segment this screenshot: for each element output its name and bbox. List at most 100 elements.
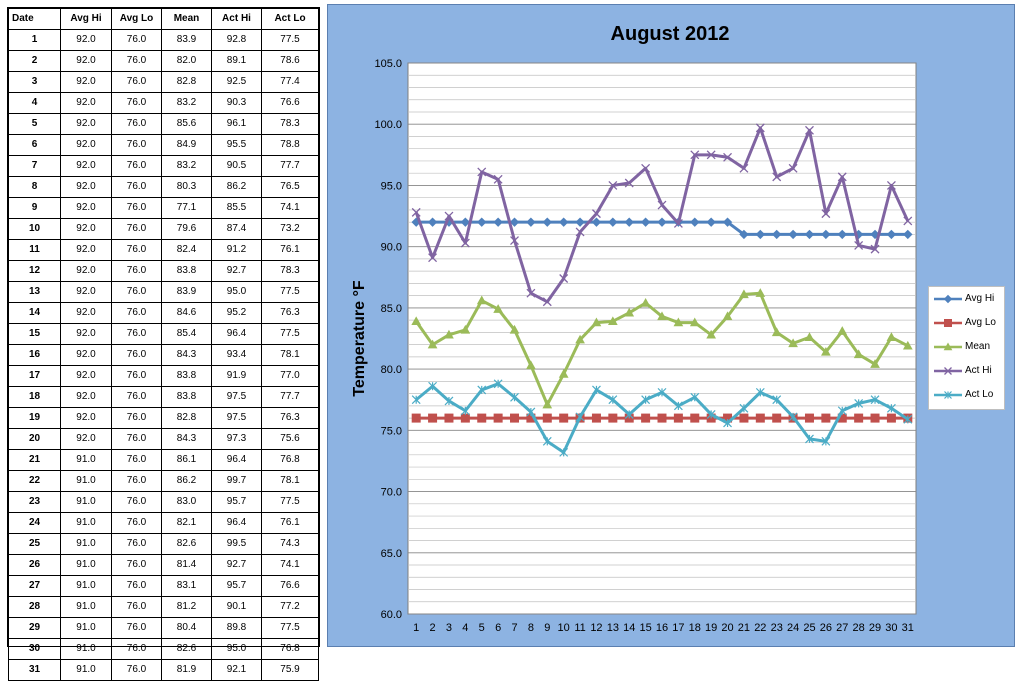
x-tick-label: 25 <box>803 622 815 634</box>
cell-act-lo: 75.9 <box>261 659 319 681</box>
table-row: 14 92.0 76.0 84.6 95.2 76.3 <box>8 302 319 324</box>
cell-date: 10 <box>8 218 61 240</box>
y-tick-label: 65.0 <box>381 548 402 560</box>
data-point-marker <box>542 399 553 409</box>
cell-act-hi: 92.7 <box>211 554 262 576</box>
series-act-lo <box>411 379 913 457</box>
y-tick-label: 95.0 <box>381 180 402 192</box>
x-tick-label: 16 <box>656 622 668 634</box>
y-tick-label: 105.0 <box>374 58 402 70</box>
x-tick-label: 26 <box>820 622 832 634</box>
data-point-marker <box>444 413 454 423</box>
data-point-marker <box>886 229 897 240</box>
cell-avg-lo: 76.0 <box>111 134 162 156</box>
cell-act-hi: 90.1 <box>211 596 262 618</box>
cell-act-lo: 77.5 <box>261 323 319 345</box>
data-point-marker <box>739 403 749 413</box>
cell-act-lo: 78.1 <box>261 344 319 366</box>
x-tick-label: 8 <box>528 622 534 634</box>
data-point-marker <box>690 150 700 160</box>
data-point-marker <box>689 317 700 327</box>
table-row: 6 92.0 76.0 84.9 95.5 78.8 <box>8 134 319 156</box>
table-row: 26 91.0 76.0 81.4 92.7 74.1 <box>8 554 319 576</box>
data-point-marker <box>837 229 847 240</box>
data-point-marker <box>788 229 798 240</box>
cell-act-lo: 78.8 <box>261 134 319 156</box>
x-tick-label: 27 <box>836 622 848 634</box>
x-tick-label: 28 <box>853 622 865 634</box>
data-point-marker <box>837 326 848 335</box>
data-point-marker <box>755 288 766 297</box>
y-tick-label: 90.0 <box>381 242 402 254</box>
cell-avg-lo: 76.0 <box>111 533 162 555</box>
legend-item: Act Hi <box>929 359 1004 383</box>
cell-date: 3 <box>8 71 61 93</box>
chart-title: August 2012 <box>611 23 730 45</box>
data-point-marker <box>943 342 953 351</box>
cell-avg-hi: 91.0 <box>60 659 112 681</box>
table-row: 10 92.0 76.0 79.6 87.4 73.2 <box>8 218 319 240</box>
x-tick-label: 15 <box>639 622 651 634</box>
cell-act-hi: 92.5 <box>211 71 262 93</box>
cell-avg-hi: 92.0 <box>60 113 112 135</box>
cell-act-lo: 77.5 <box>261 29 319 51</box>
data-point-marker <box>821 229 831 240</box>
table-row: 20 92.0 76.0 84.3 97.3 75.6 <box>8 428 319 450</box>
data-point-marker <box>608 180 618 190</box>
cell-mean: 83.9 <box>161 29 212 51</box>
cell-mean: 82.0 <box>161 50 212 72</box>
cell-mean: 83.9 <box>161 281 212 303</box>
cell-avg-hi: 92.0 <box>60 344 112 366</box>
data-point-marker <box>558 217 569 227</box>
cell-act-lo: 76.6 <box>261 92 319 114</box>
data-point-marker <box>821 209 831 219</box>
cell-act-hi: 93.4 <box>211 344 262 366</box>
cell-mean: 85.6 <box>161 113 212 135</box>
x-tick-label: 9 <box>544 622 550 634</box>
cell-mean: 79.6 <box>161 218 212 240</box>
data-point-marker <box>870 359 880 368</box>
column-header-act-hi: Act Hi <box>211 8 262 30</box>
cell-avg-lo: 76.0 <box>111 155 162 177</box>
legend-item: Avg Hi <box>929 287 1004 311</box>
data-point-marker <box>591 413 601 423</box>
cell-act-hi: 95.7 <box>211 575 262 597</box>
data-point-marker <box>460 406 470 416</box>
cell-date: 24 <box>8 512 61 534</box>
data-point-marker <box>739 163 749 173</box>
cell-avg-hi: 92.0 <box>60 365 112 387</box>
data-point-marker <box>673 317 684 327</box>
series-act-hi <box>411 123 913 307</box>
cell-act-hi: 86.2 <box>211 176 262 198</box>
y-tick-label: 85.0 <box>381 303 402 315</box>
data-point-marker <box>755 123 765 133</box>
legend-swatch <box>934 342 962 351</box>
cell-mean: 82.1 <box>161 512 212 534</box>
cell-avg-lo: 76.0 <box>111 659 162 681</box>
data-point-marker <box>690 392 700 402</box>
data-point-marker <box>723 152 733 162</box>
cell-avg-hi: 92.0 <box>60 71 112 93</box>
data-point-marker <box>673 401 683 411</box>
table-row: 4 92.0 76.0 83.2 90.3 76.6 <box>8 92 319 114</box>
cell-act-lo: 77.0 <box>261 365 319 387</box>
cell-mean: 86.1 <box>161 449 212 471</box>
legend-swatch <box>934 391 962 399</box>
cell-mean: 83.8 <box>161 365 212 387</box>
data-point-marker <box>559 274 569 283</box>
cell-act-lo: 75.6 <box>261 428 319 450</box>
data-point-marker <box>460 324 471 334</box>
cell-avg-lo: 76.0 <box>111 575 162 597</box>
cell-avg-hi: 91.0 <box>60 470 112 492</box>
table-row: 27 91.0 76.0 83.1 95.7 76.6 <box>8 575 319 597</box>
table-row: 15 92.0 76.0 85.4 96.4 77.5 <box>8 323 319 345</box>
table-row: 21 91.0 76.0 86.1 96.4 76.8 <box>8 449 319 471</box>
cell-date: 13 <box>8 281 61 303</box>
cell-avg-hi: 92.0 <box>60 407 112 429</box>
data-point-marker <box>624 217 634 227</box>
y-axis-label: Temperature °F <box>351 280 368 397</box>
column-header-avg-hi: Avg Hi <box>60 8 112 30</box>
data-point-marker <box>854 413 864 423</box>
x-tick-label: 24 <box>787 622 799 634</box>
cell-mean: 82.8 <box>161 71 212 93</box>
